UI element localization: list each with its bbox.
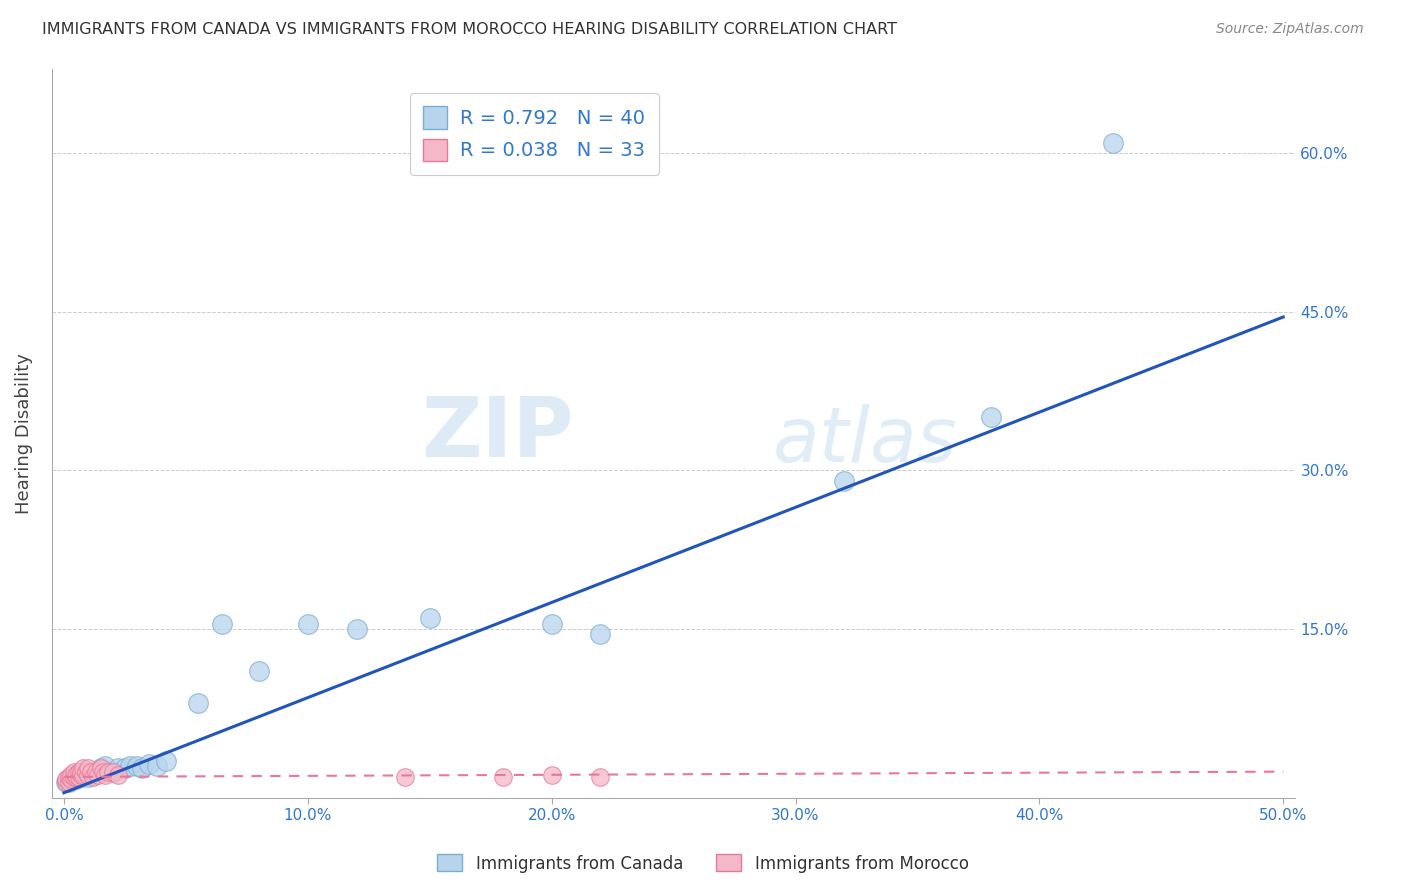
Point: [1101, 136, 1123, 150]
Point: [55, 772, 77, 786]
Point: [84, 764, 107, 779]
Point: [75, 764, 97, 779]
Point: [138, 757, 160, 772]
Point: [87, 768, 110, 782]
Point: [72, 768, 94, 782]
Point: [97, 764, 120, 779]
Point: [297, 616, 319, 631]
Point: [58, 772, 80, 786]
Legend: Immigrants from Canada, Immigrants from Morocco: Immigrants from Canada, Immigrants from …: [430, 847, 976, 880]
Point: [60, 770, 83, 784]
Point: [540, 768, 562, 782]
Text: IMMIGRANTS FROM CANADA VS IMMIGRANTS FROM MOROCCO HEARING DISABILITY CORRELATION: IMMIGRANTS FROM CANADA VS IMMIGRANTS FRO…: [42, 22, 897, 37]
Point: [589, 770, 612, 784]
Point: [65, 772, 87, 786]
Point: [346, 622, 368, 636]
Point: [155, 754, 177, 768]
Point: [80, 764, 103, 779]
Y-axis label: Hearing Disability: Hearing Disability: [15, 353, 32, 514]
Text: atlas: atlas: [773, 403, 957, 477]
Point: [70, 768, 93, 782]
Point: [114, 762, 136, 776]
Point: [82, 770, 104, 784]
Point: [80, 764, 103, 779]
Point: [118, 759, 141, 773]
Point: [62, 770, 84, 784]
Point: [77, 770, 100, 784]
Point: [62, 768, 84, 782]
Point: [67, 764, 90, 779]
Point: [394, 770, 416, 784]
Point: [107, 762, 129, 776]
Point: [94, 768, 117, 782]
Point: [91, 764, 114, 779]
Point: [60, 773, 83, 788]
Point: [62, 764, 84, 779]
Point: [72, 762, 94, 776]
Point: [72, 768, 94, 782]
Point: [589, 627, 612, 641]
Point: [58, 775, 80, 789]
Point: [187, 696, 209, 710]
Point: [65, 768, 87, 782]
Point: [131, 762, 153, 776]
Point: [67, 770, 90, 784]
Point: [540, 616, 562, 631]
Point: [55, 775, 77, 789]
Point: [65, 770, 87, 784]
Point: [62, 770, 84, 784]
Point: [77, 768, 100, 782]
Legend: R = 0.792   N = 40, R = 0.038   N = 33: R = 0.792 N = 40, R = 0.038 N = 33: [409, 93, 659, 175]
Point: [101, 764, 124, 779]
Point: [58, 770, 80, 784]
Point: [55, 775, 77, 789]
Point: [67, 770, 90, 784]
Point: [77, 762, 100, 776]
Point: [94, 759, 117, 773]
Point: [834, 474, 856, 488]
Text: Source: ZipAtlas.com: Source: ZipAtlas.com: [1216, 22, 1364, 37]
Point: [60, 772, 83, 786]
Point: [211, 616, 233, 631]
Point: [70, 770, 93, 784]
Point: [58, 775, 80, 789]
Text: ZIP: ZIP: [422, 392, 574, 474]
Point: [145, 759, 167, 773]
Point: [419, 611, 441, 625]
Point: [89, 762, 111, 776]
Point: [247, 664, 270, 678]
Point: [91, 764, 114, 778]
Point: [101, 764, 124, 779]
Point: [65, 768, 87, 782]
Point: [75, 764, 97, 779]
Point: [107, 768, 129, 782]
Point: [70, 764, 93, 779]
Point: [82, 768, 104, 782]
Point: [492, 770, 515, 784]
Point: [980, 410, 1002, 425]
Point: [89, 762, 111, 776]
Point: [60, 768, 83, 782]
Point: [84, 764, 107, 779]
Point: [127, 759, 149, 773]
